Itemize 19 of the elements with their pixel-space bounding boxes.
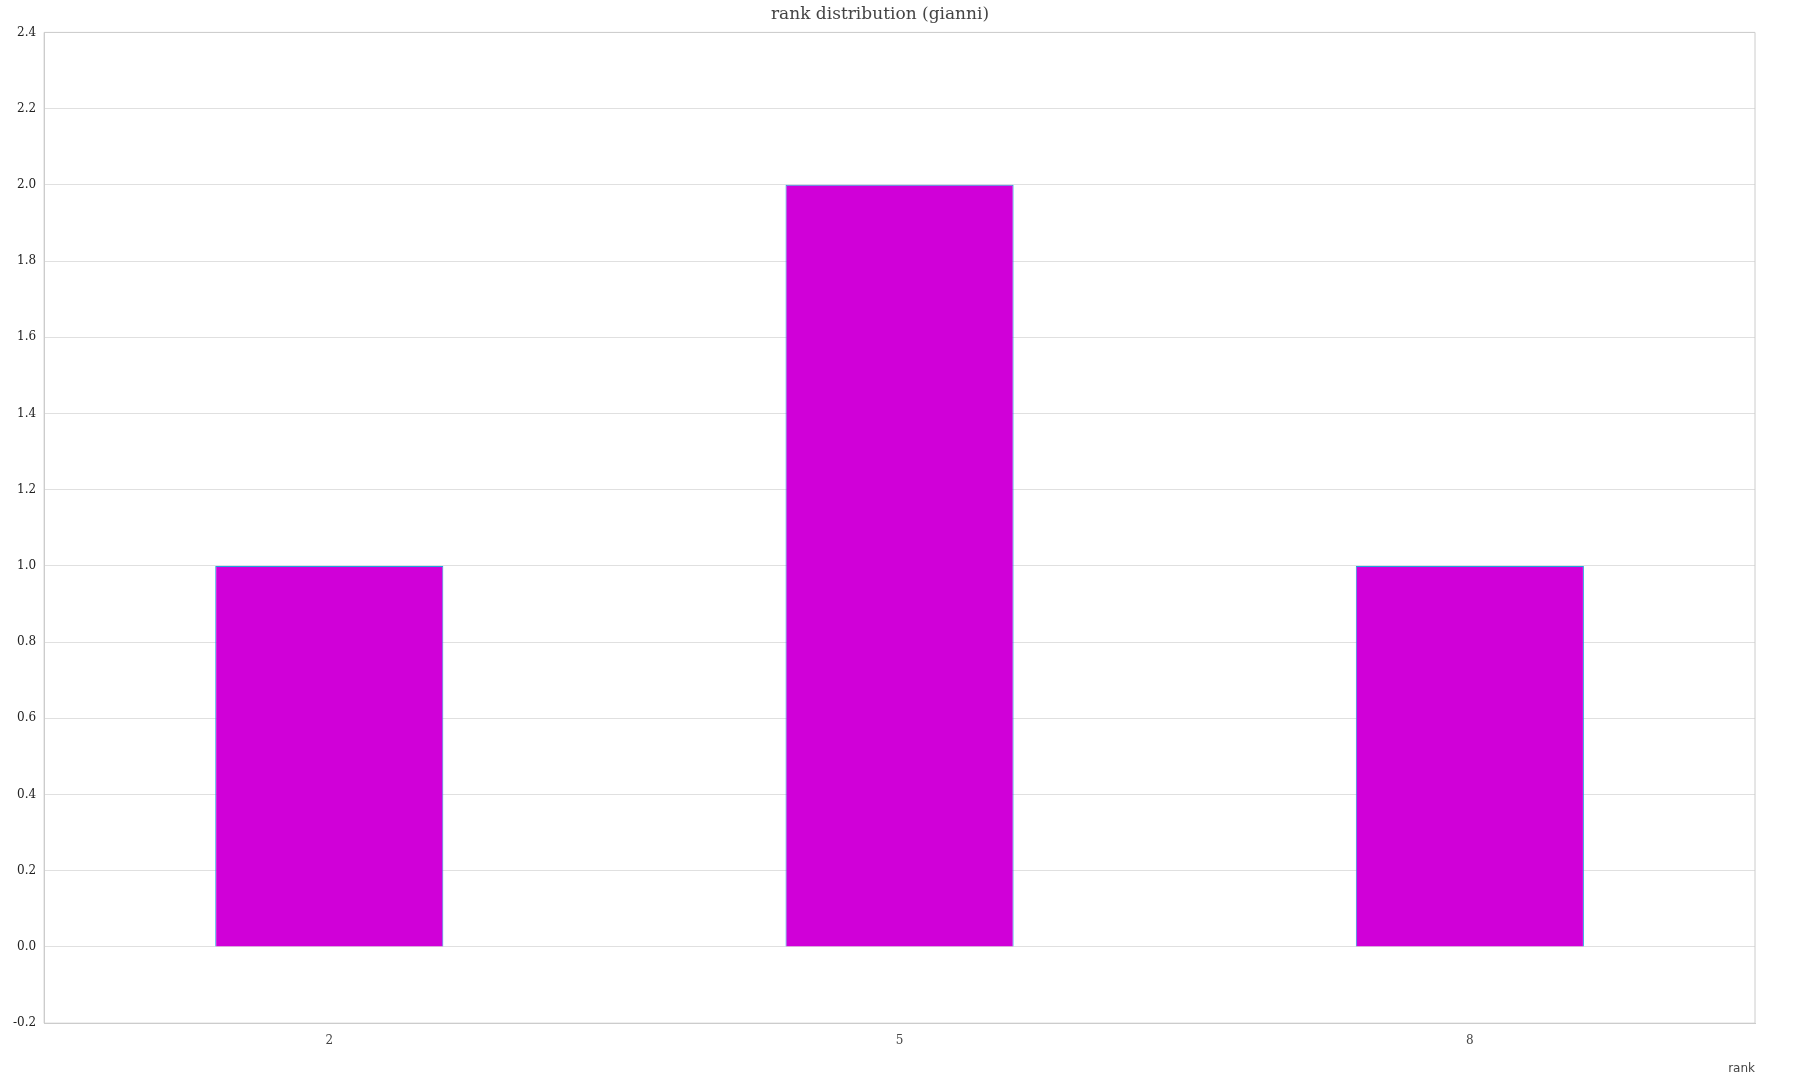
y-tick-label: 0.8: [17, 634, 37, 649]
y-tick-label: 1.8: [17, 253, 37, 268]
y-tick-label: -0.2: [13, 1015, 37, 1030]
x-tick-label: 8: [1466, 1032, 1474, 1047]
x-tick-label: 2: [325, 1032, 334, 1047]
y-tick-label: 0.2: [17, 862, 37, 877]
y-tick-label: 2.4: [17, 24, 37, 39]
y-tick-label: 2.0: [17, 176, 37, 191]
y-tick-label: 1.6: [17, 329, 37, 344]
chart-title: rank distribution (gianni): [770, 2, 990, 23]
y-tick-label: 1.4: [17, 405, 37, 420]
y-tick-label: 0.0: [17, 939, 37, 954]
x-axis-title: rank: [1728, 1060, 1756, 1075]
y-tick-label: 0.4: [17, 786, 37, 801]
y-tick-label: 1.2: [17, 481, 37, 496]
y-tick-label: 0.6: [17, 710, 37, 725]
x-tick-label: 5: [895, 1032, 904, 1047]
y-tick-label: 2.2: [17, 100, 37, 115]
y-tick-label: 1.0: [17, 558, 37, 573]
